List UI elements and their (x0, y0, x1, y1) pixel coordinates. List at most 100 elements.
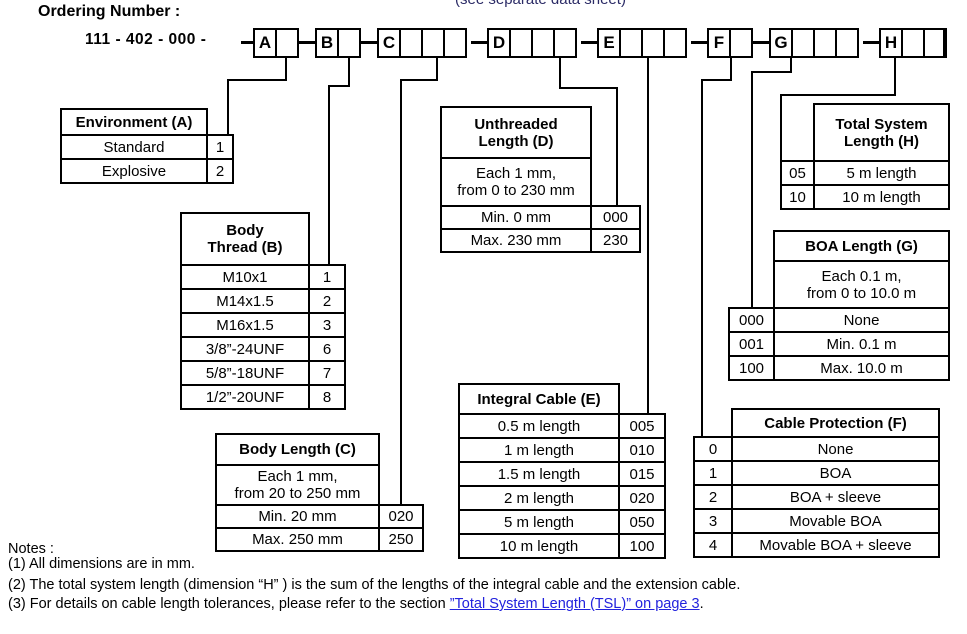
label-cell: 5/8”-18UNF (180, 360, 310, 386)
code-cell: 05 (780, 160, 815, 186)
table-title: Body Length (C) (215, 433, 380, 466)
label-cell: 0.5 m length (458, 413, 620, 439)
dash-separator (863, 41, 879, 44)
code-digit-cell (619, 28, 643, 58)
dash-separator (299, 41, 315, 44)
table-title: Unthreaded Length (D) (440, 106, 592, 159)
table-title: Total System Length (H) (813, 103, 950, 162)
table-row: 0.5 m length 005 (458, 413, 666, 439)
table-row: 10 m length 100 (458, 533, 666, 559)
note-3: (3) For details on cable length toleranc… (8, 596, 704, 612)
label-cell: 5 m length (458, 509, 620, 535)
code-cell: 020 (378, 504, 424, 529)
label-cell: None (773, 307, 950, 333)
table-row: 3 Movable BOA (693, 508, 940, 534)
dash-separator (361, 41, 377, 44)
table-row: 4 Movable BOA + sleeve (693, 532, 940, 558)
code-digit-cell (509, 28, 533, 58)
label-cell: Movable BOA + sleeve (731, 532, 940, 558)
integral-cable-table: Integral Cable (E) 0.5 m length 005 1 m … (458, 383, 666, 559)
title-line: Length (H) (844, 132, 919, 150)
title-line: Thread (B) (207, 239, 283, 256)
code-box-a: A (253, 28, 299, 58)
code-digit-cell (553, 28, 577, 58)
code-box-f: F (707, 28, 753, 58)
code-digit-cell (443, 28, 467, 58)
code-cell: 100 (618, 533, 666, 559)
code-cell: 001 (728, 331, 775, 357)
table-row: 3/8”-24UNF 6 (180, 336, 346, 362)
table-subtitle: Each 0.1 m, from 0 to 10.0 m (773, 260, 950, 309)
code-letter-cell: D (487, 28, 511, 58)
note-3-period: . (699, 596, 704, 612)
see-separate-datasheet-note: (see separate data sheet) (455, 0, 626, 8)
title-line: Total System (835, 115, 928, 133)
subtitle-line: Each 1 mm, (257, 468, 338, 485)
code-digit-cell (813, 28, 837, 58)
code-cell: 250 (378, 527, 424, 552)
code-cell: 4 (693, 532, 733, 558)
table-row: 1/2”-20UNF 8 (180, 384, 346, 410)
code-digit-cell (337, 28, 361, 58)
code-cell: 3 (693, 508, 733, 534)
note-1: (1) All dimensions are in mm. (8, 556, 195, 572)
code-digit-cell (641, 28, 665, 58)
body-thread-table: Body Thread (B) M10x1 1 M14x1.5 2 M16x1.… (180, 212, 346, 410)
label-cell: Min. 20 mm (215, 504, 380, 529)
dash-separator (581, 41, 597, 44)
code-digit-cell (663, 28, 687, 58)
table-title: Integral Cable (E) (458, 383, 620, 415)
code-cell: 10 (780, 184, 815, 210)
code-letter-cell: B (315, 28, 339, 58)
table-row: 05 5 m length (780, 160, 950, 186)
table-title: Cable Protection (F) (731, 408, 940, 438)
label-cell: 10 m length (458, 533, 620, 559)
label-cell: Explosive (60, 158, 208, 184)
label-cell: None (731, 436, 940, 462)
table-row: M10x1 1 (180, 264, 346, 290)
label-cell: 5 m length (813, 160, 950, 186)
label-cell: Standard (60, 134, 208, 160)
environment-table: Environment (A) Standard 1 Explosive 2 (60, 108, 234, 184)
subtitle-line: Each 1 mm, (475, 165, 557, 182)
table-row: Max. 230 mm 230 (440, 228, 641, 253)
dash-separator (471, 41, 487, 44)
subtitle-line: from 20 to 250 mm (234, 485, 361, 502)
cable-protection-table: Cable Protection (F) 0 None 1 BOA 2 BOA … (693, 408, 940, 558)
table-title: Environment (A) (60, 108, 208, 136)
code-digit-cell (923, 28, 947, 58)
table-row: Min. 20 mm 020 (215, 504, 424, 529)
table-title: BOA Length (G) (773, 230, 950, 262)
title-line: Body (226, 222, 264, 239)
label-cell: Max. 250 mm (215, 527, 380, 552)
base-order-number: 111 - 402 - 000 - (85, 31, 207, 48)
label-cell: M16x1.5 (180, 312, 310, 338)
code-cell: 3 (308, 312, 346, 338)
label-cell: Max. 10.0 m (773, 355, 950, 381)
table-row: M14x1.5 2 (180, 288, 346, 314)
code-cell: 6 (308, 336, 346, 362)
code-letter-cell: E (597, 28, 621, 58)
code-cell: 1 (693, 460, 733, 486)
table-row: 5 m length 050 (458, 509, 666, 535)
label-cell: 1.5 m length (458, 461, 620, 487)
table-row: Max. 250 mm 250 (215, 527, 424, 552)
label-cell: BOA (731, 460, 940, 486)
code-digit-cell (421, 28, 445, 58)
label-cell: 1 m length (458, 437, 620, 463)
table-row: 1.5 m length 015 (458, 461, 666, 487)
code-box-d: D (487, 28, 577, 58)
label-cell: M14x1.5 (180, 288, 310, 314)
code-digit-cell (531, 28, 555, 58)
label-cell: 2 m length (458, 485, 620, 511)
code-digit-cell (399, 28, 423, 58)
label-cell: Movable BOA (731, 508, 940, 534)
table-subtitle: Each 1 mm, from 0 to 230 mm (440, 157, 592, 207)
table-row: 001 Min. 0.1 m (728, 331, 950, 357)
code-digit-cell (791, 28, 815, 58)
tsl-link[interactable]: ”Total System Length (TSL)” on page 3 (449, 596, 700, 612)
code-box-g: G (769, 28, 859, 58)
note-3-text: (3) For details on cable length toleranc… (8, 596, 450, 612)
code-digit-cell (835, 28, 859, 58)
